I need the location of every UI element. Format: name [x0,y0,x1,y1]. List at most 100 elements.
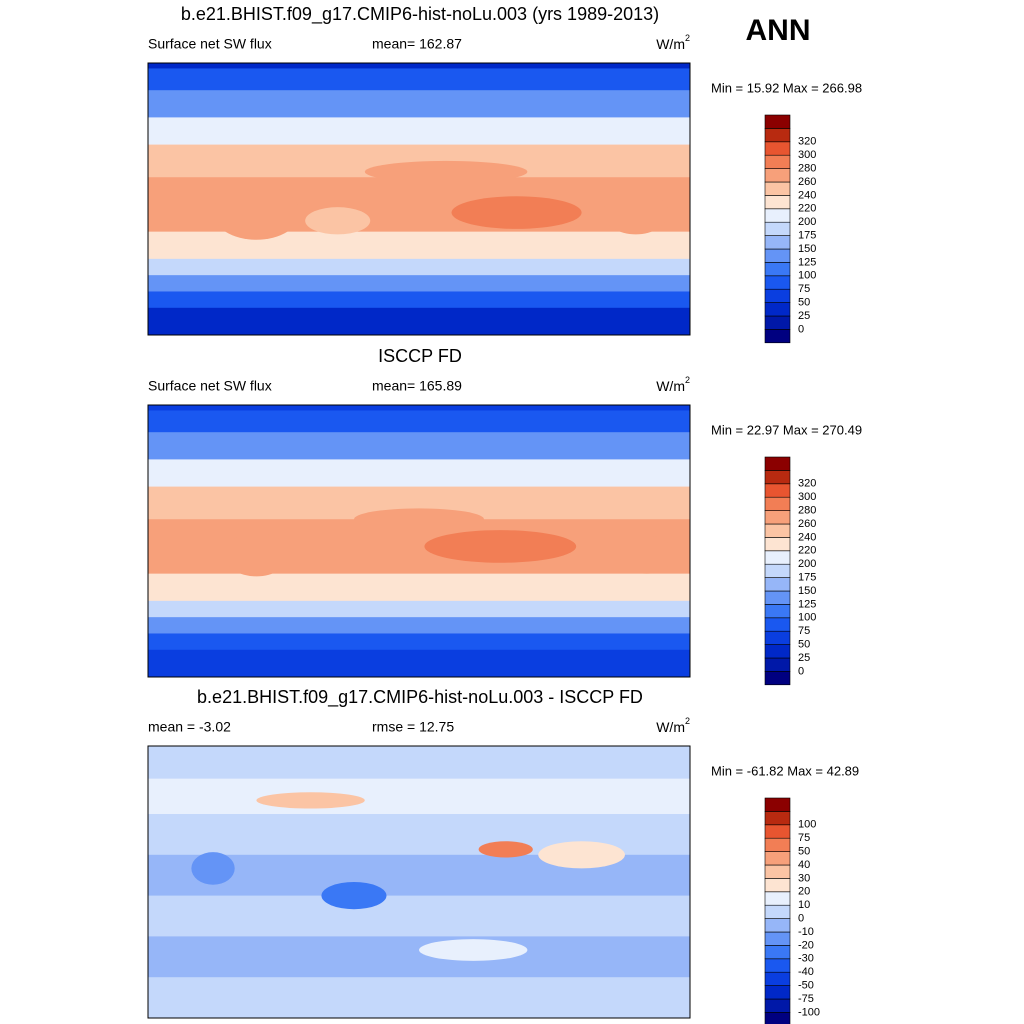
map-band [148,432,690,460]
colorbar-box [764,208,791,223]
map-band [148,63,690,69]
map-region [223,532,289,577]
colorbar-label: -75 [798,993,814,1005]
colorbar-label: 100 [798,612,816,624]
colorbar-box [764,851,791,866]
colorbar-label: 75 [798,283,810,295]
colorbar-box [764,630,791,645]
map-band [148,258,690,276]
colorbar-label: 200 [798,558,816,570]
colorbar-label: 220 [798,203,816,215]
colorbar-label: 200 [798,216,816,228]
colorbar-label: 20 [798,886,810,898]
colorbar-label: 0 [798,913,804,925]
colorbar-box [764,864,791,879]
map-band [148,573,690,602]
map-band [148,895,690,937]
units-base: W/m [656,36,685,52]
map-band [148,746,690,780]
colorbar-box [764,235,791,250]
colorbar-box [764,168,791,183]
colorbar-box [764,550,791,565]
colorbar-box [764,837,791,852]
colorbar-label: 50 [798,846,810,858]
colorbar-box [764,604,791,619]
map [147,745,691,1019]
colorbar-box [764,195,791,210]
map-band [148,231,690,260]
colorbar-box [764,302,791,317]
colorbar-label: 320 [798,478,816,490]
left-label: Surface net SW flux [148,36,272,52]
colorbar-label: 175 [798,572,816,584]
colorbar-label: 150 [798,243,816,255]
colorbar-box [764,971,791,986]
colorbar-label: 40 [798,859,810,871]
map-region [424,530,577,563]
colorbar-box [764,510,791,525]
map-region [364,160,528,183]
map [147,62,691,336]
colorbar-label: 300 [798,491,816,503]
colorbar-label: 0 [798,665,804,677]
map-band [148,90,690,118]
colorbar-label: 25 [798,310,810,322]
map-region [419,939,528,961]
map-band [148,405,690,411]
units-sup: 2 [685,33,690,43]
map-region [256,792,365,809]
center-label: mean= 165.89 [372,378,462,394]
min-max: Min = -61.82 Max = 42.89 [711,763,859,778]
units: W/m2 [656,33,690,51]
colorbar-label: 175 [798,230,816,242]
map-band [148,649,690,678]
colorbar-box [764,904,791,919]
colorbar-box [764,617,791,632]
units: W/m2 [656,716,690,734]
colorbar-label: -50 [798,980,814,992]
colorbar-label: 320 [798,136,816,148]
colorbar-box [764,577,791,592]
map-region [478,841,533,858]
map-region [603,190,669,235]
map-region [321,882,387,910]
colorbar-label: -40 [798,966,814,978]
colorbar-label: 240 [798,189,816,201]
colorbar-box [764,470,791,485]
map-band [148,633,690,651]
min-max: Min = 15.92 Max = 266.98 [711,80,862,95]
map [147,404,691,678]
left-label: Surface net SW flux [148,378,272,394]
colorbar-label: 50 [798,297,810,309]
colorbar-label: 150 [798,585,816,597]
colorbar-label: 100 [798,819,816,831]
units-sup: 2 [685,716,690,726]
units: W/m2 [656,375,690,393]
colorbar-label: 125 [798,256,816,268]
map-band [148,936,690,978]
colorbar-label: 260 [798,176,816,188]
map-region [353,508,485,531]
colorbar-box [764,958,791,973]
units-base: W/m [656,719,685,735]
colorbar-box [764,878,791,893]
map-band [148,307,690,336]
colorbar-label: 260 [798,518,816,530]
colorbar-box [764,918,791,933]
colorbar-box [764,141,791,156]
map-region [619,535,674,574]
colorbar-box [764,483,791,498]
colorbar-box [764,288,791,303]
season-label: ANN [746,14,811,47]
map-band [148,68,690,91]
colorbar-box [764,657,791,672]
colorbar-label: 100 [798,270,816,282]
min-max: Min = 22.97 Max = 270.49 [711,422,862,437]
colorbar-label: 30 [798,872,810,884]
map-region [213,185,300,240]
colorbar-label: 50 [798,639,810,651]
colorbar-box [764,154,791,169]
colorbar-label: 75 [798,625,810,637]
colorbar-box [764,275,791,290]
colorbar-box [764,563,791,578]
